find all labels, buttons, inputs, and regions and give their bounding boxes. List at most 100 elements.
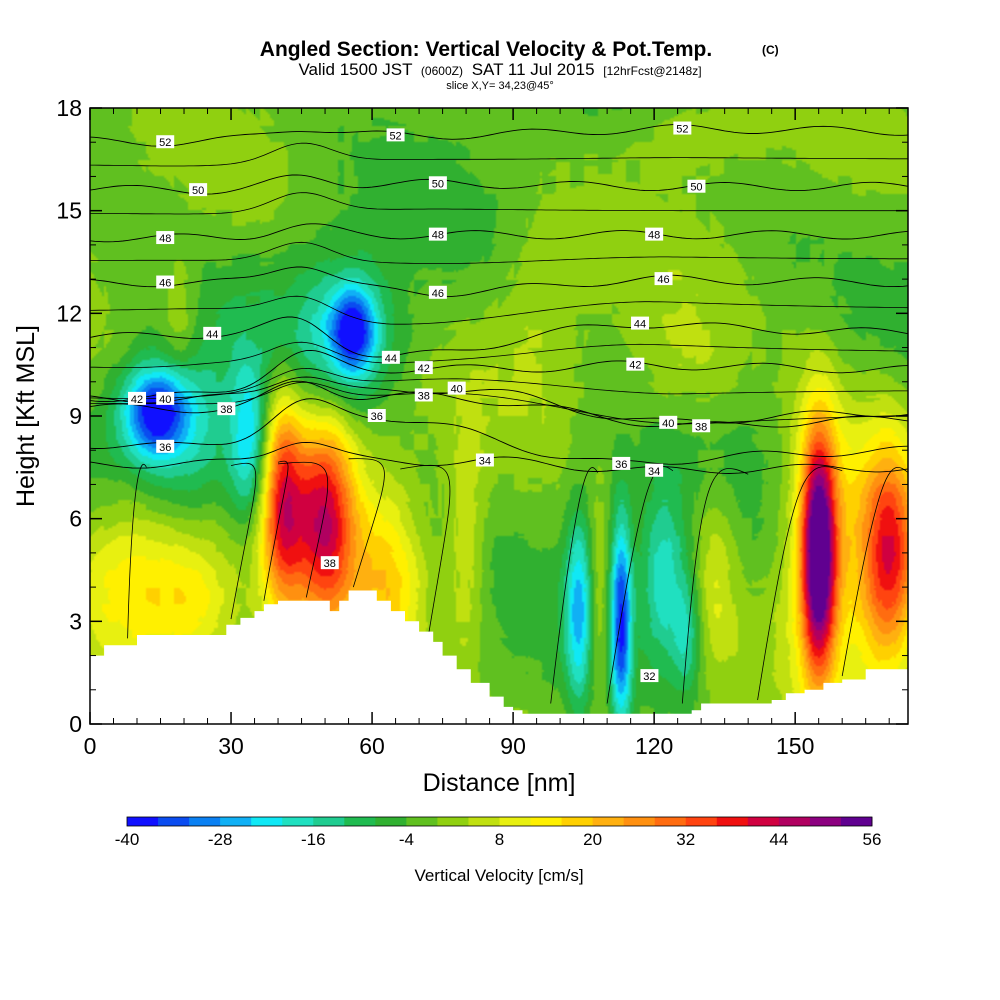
colorbar-swatch [468, 817, 500, 826]
theta-contour-minor [90, 295, 908, 325]
contour-label-text: 50 [432, 178, 444, 190]
contour-label-text: 38 [695, 421, 707, 433]
colorbar-swatch [189, 817, 221, 826]
contour-label-text: 36 [371, 411, 383, 423]
contour-label: 38 [217, 402, 236, 416]
y-tick-label: 9 [69, 403, 82, 429]
contour-label: 32 [640, 669, 659, 683]
contour-label-text: 48 [648, 230, 660, 242]
theta-contour-low [127, 464, 147, 639]
contour-label-text: 34 [648, 466, 660, 478]
contour-label-text: 38 [220, 404, 232, 416]
colorbar-swatch [313, 817, 345, 826]
x-tick-label: 90 [500, 733, 526, 759]
y-tick-label: 0 [69, 711, 82, 737]
contour-label-bg [381, 350, 400, 364]
contour-label-bg [645, 463, 664, 477]
x-tick-label: 0 [84, 733, 97, 759]
colorbar-swatch [654, 817, 687, 826]
colorbar-swatch [685, 817, 718, 826]
contour-label-bg [189, 183, 208, 197]
contour-label-text: 32 [643, 671, 655, 683]
contour-label-text: 40 [159, 394, 171, 406]
y-axis-label: Height [Kft MSL] [12, 325, 40, 507]
contour-label-bg [692, 419, 711, 433]
theta-contour [90, 349, 908, 403]
contour-label: 42 [128, 391, 147, 406]
colorbar-tick-label: 20 [583, 830, 602, 849]
contour-label: 42 [414, 361, 433, 375]
colorbar-label: Vertical Velocity [cm/s] [414, 866, 583, 885]
theta-contour-low [757, 466, 843, 701]
contour-label-text: 44 [385, 353, 397, 365]
contour-label-bg [128, 391, 147, 405]
contour-label-text: 52 [389, 130, 401, 142]
contour-label-bg [156, 391, 175, 405]
colorbar-frame [126, 816, 873, 827]
y-tick-label: 6 [69, 506, 82, 532]
theta-contour [90, 266, 908, 298]
chart-title: Angled Section: Vertical Velocity & Pot.… [260, 38, 712, 61]
contour-label-text: 48 [159, 233, 171, 245]
plot-area: 52 52 52 50 50 50 48 48 48 46 46 46 44 44 44 42 42 42 40 40… [90, 108, 908, 724]
contour-label-text: 48 [432, 230, 444, 242]
colorbar-swatch [406, 817, 438, 826]
contour-label-text: 46 [159, 278, 171, 290]
x-axis-label: Distance [nm] [423, 769, 576, 797]
contour-label-text: 42 [418, 363, 430, 375]
contour-label: 42 [626, 357, 645, 372]
contour-label: 38 [320, 556, 339, 570]
contour-label-bg [414, 361, 433, 375]
subtitle-utc: (0600Z) [421, 64, 463, 78]
colorbar-tick-label: 44 [769, 830, 788, 849]
colorbar-swatch [282, 817, 314, 826]
contour-label: 34 [475, 453, 494, 467]
contour-label-bg [626, 357, 645, 371]
contour-label-bg [156, 439, 175, 453]
contour-label-bg [659, 415, 678, 429]
theta-contour-low [348, 458, 385, 588]
contour-label-text: 50 [690, 182, 702, 194]
x-tick-label: 150 [776, 733, 814, 759]
contour-label-bg [320, 556, 339, 570]
contour-label-text: 40 [451, 384, 463, 396]
y-tick-label: 18 [56, 95, 82, 121]
theta-contour [90, 124, 908, 147]
theta-contour-low [230, 462, 257, 620]
contour-label-bg [367, 409, 386, 422]
contour-label: 36 [156, 439, 175, 454]
subtitle-valid: Valid 1500 JST [298, 60, 412, 79]
contour-label: 38 [414, 388, 433, 402]
contour-label-bg [428, 227, 447, 241]
colorbar-swatch [840, 817, 873, 826]
colorbar-swatch [778, 817, 811, 826]
contour-label: 52 [386, 128, 405, 142]
theta-contour [90, 398, 908, 465]
vertical-velocity-field [90, 108, 908, 724]
theta-contour-minor [90, 367, 908, 400]
contour-label: 48 [645, 227, 664, 242]
x-axis: 0 30 60 90 120 150 [84, 108, 890, 759]
colorbar-swatch [375, 817, 407, 826]
contour-label-text: 46 [432, 288, 444, 300]
contour-label-bg [687, 179, 706, 193]
contour-label-text: 36 [159, 442, 171, 454]
colorbar-swatch [158, 817, 190, 826]
contour-label: 40 [156, 391, 175, 406]
colorbar-swatch [344, 817, 376, 826]
colorbar-swatch [623, 817, 656, 826]
contour-label-text: 52 [159, 137, 171, 149]
theta-contour-low [263, 460, 289, 601]
contour-label: 50 [189, 183, 208, 197]
contour-label-text: 34 [479, 455, 491, 467]
theta-contour-low [277, 461, 329, 598]
contour-label-bg [640, 669, 659, 683]
theta-contour-minor [90, 341, 908, 368]
contour-label: 40 [447, 381, 466, 396]
colorbar-swatch [561, 817, 594, 826]
contour-label: 52 [673, 121, 692, 136]
contour-label-text: 36 [615, 459, 627, 471]
contour-label: 50 [428, 176, 447, 190]
contour-label: 46 [156, 275, 175, 290]
